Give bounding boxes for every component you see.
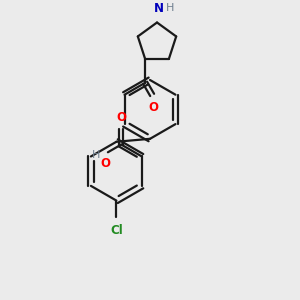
Text: O: O xyxy=(116,111,126,124)
Text: H: H xyxy=(92,150,100,160)
Text: N: N xyxy=(154,2,164,16)
Text: O: O xyxy=(148,101,159,114)
Text: Cl: Cl xyxy=(110,224,123,237)
Text: H: H xyxy=(165,3,174,13)
Text: O: O xyxy=(101,157,111,170)
